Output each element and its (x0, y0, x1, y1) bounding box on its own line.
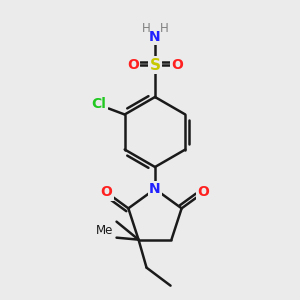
Text: N: N (149, 30, 161, 44)
Text: Cl: Cl (91, 98, 106, 112)
Text: N: N (149, 182, 161, 196)
Text: Me: Me (96, 224, 113, 237)
Text: O: O (171, 58, 183, 72)
Text: O: O (198, 185, 210, 199)
Text: S: S (149, 58, 161, 73)
Text: O: O (100, 185, 112, 199)
Text: O: O (127, 58, 139, 72)
Text: H: H (160, 22, 168, 35)
Text: H: H (142, 22, 150, 35)
